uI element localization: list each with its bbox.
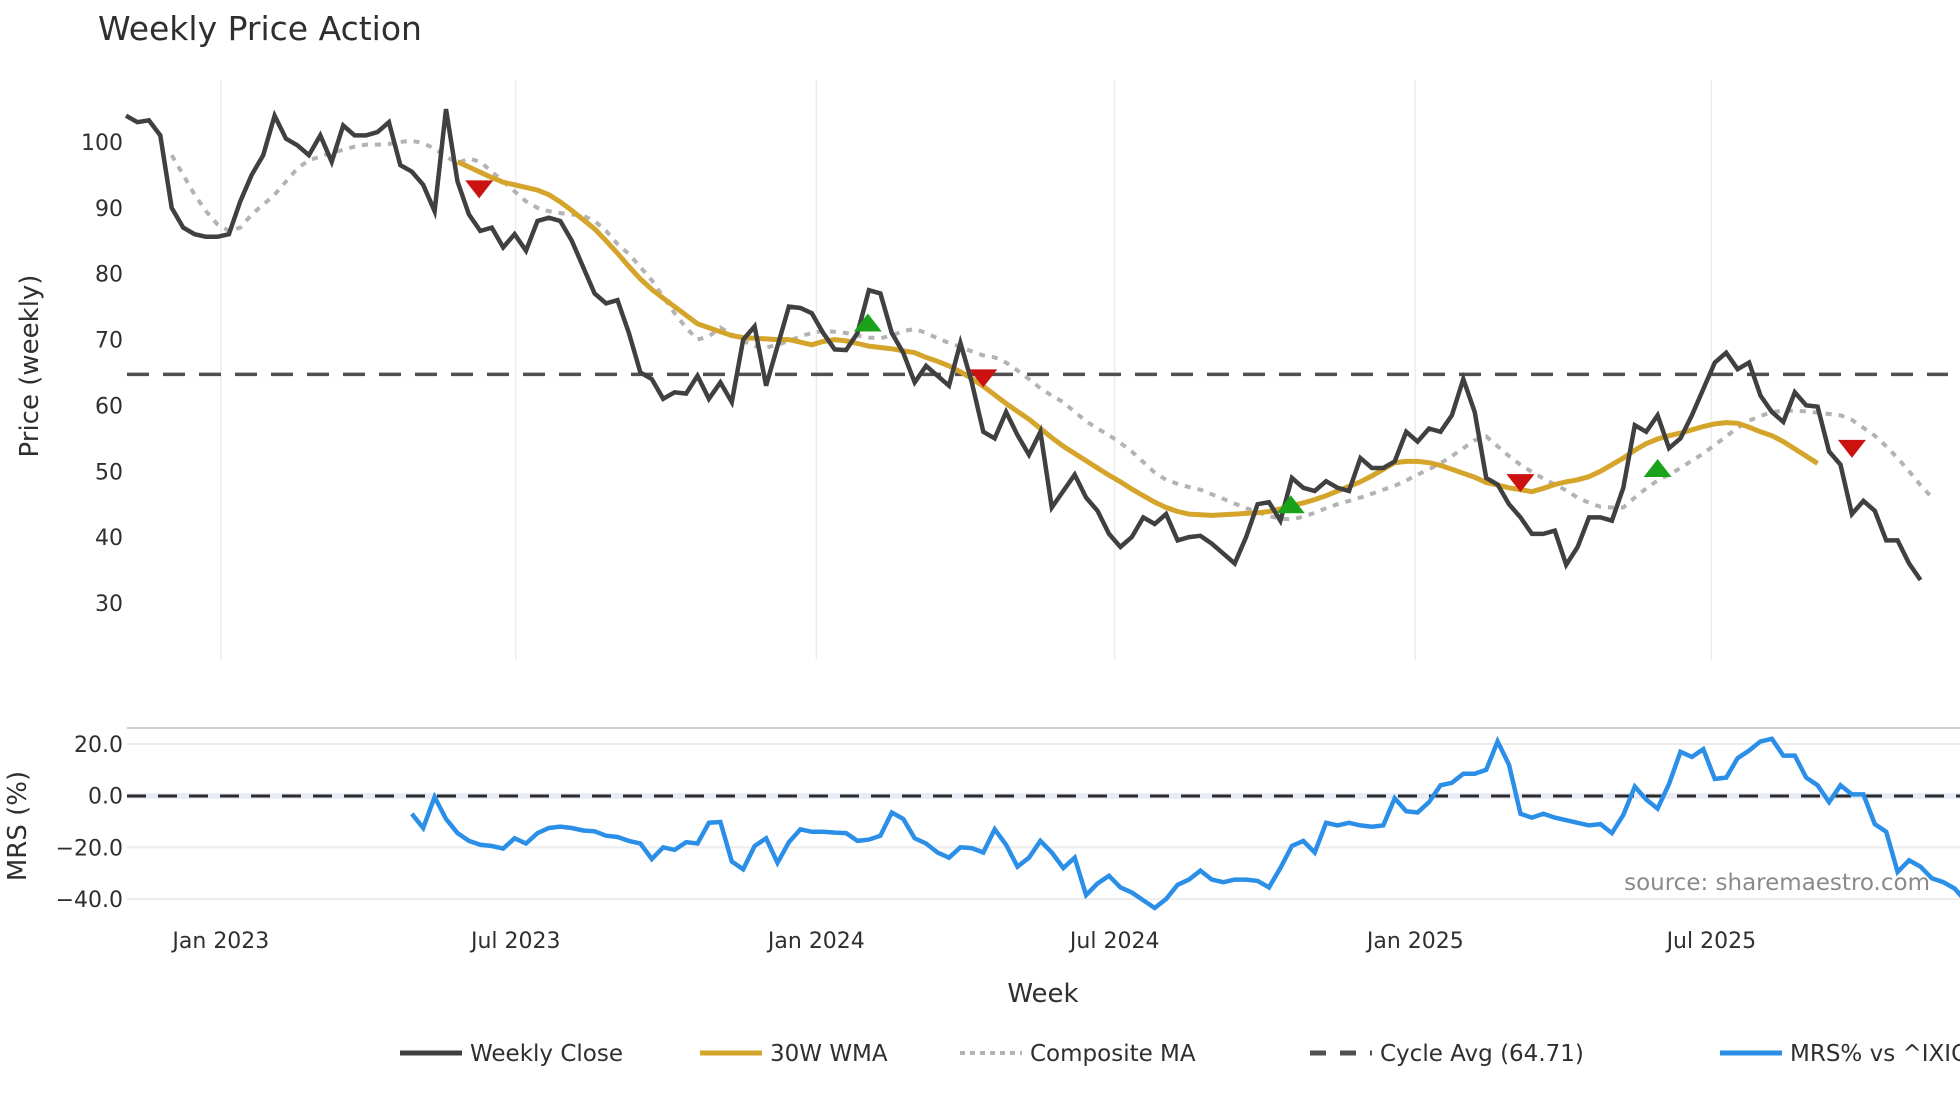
legend-label: Composite MA: [1030, 1041, 1196, 1067]
buy-signal-triangle-icon: [1643, 458, 1672, 477]
x-axis-title: Week: [1007, 979, 1078, 1009]
legend-item[interactable]: Weekly Close: [400, 1041, 623, 1067]
price-y-axis-ticks: 100 90 80 70 60 50 40 30: [81, 131, 123, 617]
x-tick-label: Jan 2024: [766, 929, 865, 954]
x-axis-date-ticks: Jan 2023 Jul 2023 Jan 2024 Jul 2024 Jan 2025…: [170, 929, 1756, 954]
mrs-panel: 20.0 0.0 −20.0 −40.0 MRS (%) source: sharem…: [3, 727, 1960, 913]
mrs-tick-label: 20.0: [74, 733, 123, 758]
wma-30w-line: [456, 159, 1819, 518]
mrs-tick-label: −20.0: [56, 836, 123, 861]
mrs-tick-label: 0.0: [88, 785, 123, 810]
sell-signal-triangle-icon: [465, 180, 494, 199]
sell-signal-triangle-icon: [969, 369, 998, 388]
legend-label: Cycle Avg (64.71): [1380, 1041, 1584, 1067]
signal-markers: [465, 180, 1866, 514]
y-tick-label: 80: [95, 263, 123, 288]
mrs-y-axis-ticks: 20.0 0.0 −20.0 −40.0: [56, 733, 123, 913]
y-tick-label: 90: [95, 197, 123, 222]
composite-ma-line: [169, 138, 1934, 522]
mrs-line: [410, 735, 1960, 911]
y-tick-label: 70: [95, 329, 123, 354]
y-tick-label: 50: [95, 460, 123, 485]
legend-item[interactable]: Cycle Avg (64.71): [1310, 1041, 1584, 1067]
legend-label: Weekly Close: [470, 1041, 623, 1067]
x-tick-label: Jul 2024: [1068, 929, 1160, 954]
chart-title: Weekly Price Action: [98, 9, 422, 48]
y-tick-label: 60: [95, 394, 123, 419]
legend: Weekly Close 30W WMA Composite MA Cycle Avg…: [400, 1041, 1960, 1067]
legend-item[interactable]: 30W WMA: [700, 1041, 888, 1067]
source-watermark: source: sharemaestro.com: [1624, 870, 1930, 896]
mrs-tick-label: −40.0: [56, 888, 123, 913]
x-tick-label: Jul 2025: [1665, 929, 1757, 954]
x-tick-label: Jan 2025: [1365, 929, 1464, 954]
y-tick-label: 30: [95, 592, 123, 617]
legend-item[interactable]: Composite MA: [960, 1041, 1196, 1067]
mrs-horizontal-gridlines: [127, 743, 1960, 900]
mrs-y-axis-title: MRS (%): [3, 771, 33, 881]
x-tick-label: Jul 2023: [469, 929, 561, 954]
legend-label: 30W WMA: [770, 1041, 888, 1067]
sell-signal-triangle-icon: [1506, 474, 1535, 493]
buy-signal-triangle-icon: [853, 313, 882, 332]
price-y-axis-title: Price (weekly): [15, 275, 45, 458]
sell-signal-triangle-icon: [1837, 439, 1866, 458]
weekly-close-line: [124, 108, 1923, 582]
x-tick-label: Jan 2023: [170, 929, 269, 954]
buy-signal-triangle-icon: [1276, 495, 1305, 514]
legend-item[interactable]: MRS% vs ^IXIC: [1720, 1041, 1960, 1067]
price-panel: 100 90 80 70 60 50 40 30 Price (weekly): [15, 80, 1948, 660]
legend-label: MRS% vs ^IXIC: [1790, 1041, 1960, 1067]
y-tick-label: 100: [81, 131, 123, 156]
y-tick-label: 40: [95, 526, 123, 551]
